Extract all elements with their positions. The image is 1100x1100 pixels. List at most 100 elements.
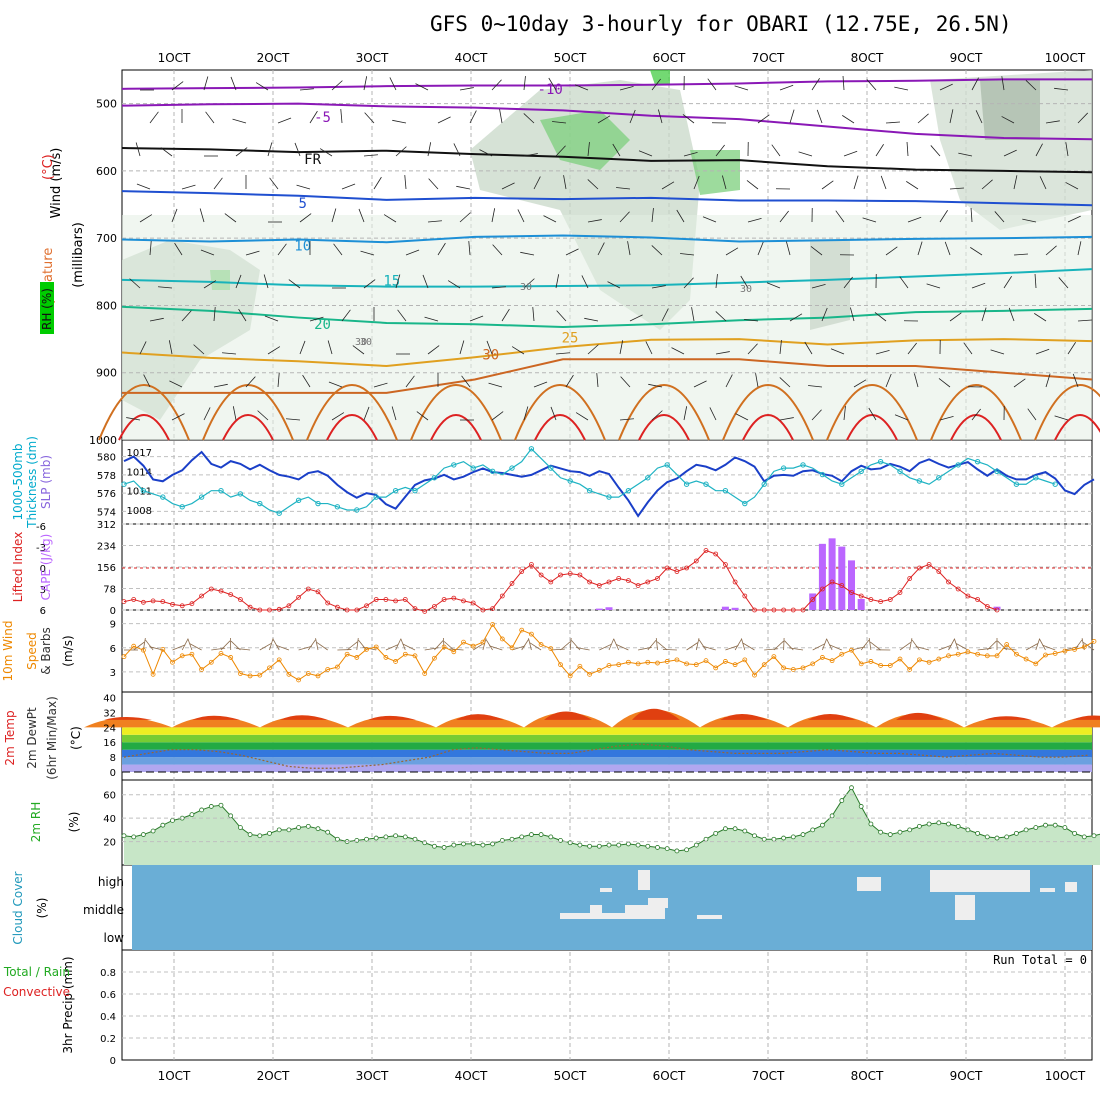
wind-barb-10m [434, 640, 444, 651]
temperature-dome-fill [876, 713, 964, 728]
slp-point [606, 494, 612, 500]
lifted-point [402, 597, 408, 602]
precip-tick-label: 0 [110, 1056, 116, 1067]
wind-barb [1077, 319, 1092, 322]
rh-point [325, 829, 331, 835]
rh-shading [540, 110, 630, 170]
slp-point [1052, 481, 1058, 487]
wind-barb [693, 380, 707, 388]
wind-barb [971, 408, 981, 421]
rh-point [577, 842, 583, 848]
wind-point [1062, 648, 1068, 654]
rh-point [907, 827, 913, 833]
lifted-point [150, 598, 156, 604]
wind-barb [422, 274, 429, 289]
rh-point [761, 836, 767, 842]
wind-barb [970, 247, 983, 256]
slp-point [664, 462, 670, 468]
rh-point [1014, 830, 1019, 836]
wind-barb [491, 79, 502, 91]
wind-barb [299, 340, 306, 355]
wind-barb-10m [189, 643, 202, 651]
wind-barb [267, 142, 273, 157]
wind-barb-10m [172, 644, 186, 651]
wind-barb [906, 181, 919, 190]
wind-barb [126, 417, 141, 421]
wind-barb-10m [187, 638, 193, 651]
lifted-point [529, 562, 534, 567]
wind-barb [389, 77, 397, 91]
cape-axis-label: CAPE (J/kg) [39, 534, 53, 601]
wind-barb [811, 283, 826, 289]
rh-point [480, 842, 486, 848]
cape-tick-label: 156 [97, 563, 116, 574]
wind-point [606, 663, 612, 668]
wind-barb-10m [1042, 644, 1056, 651]
wind-barb [352, 345, 365, 355]
rh-point [655, 845, 660, 850]
wind-barb [501, 182, 515, 190]
wind-barb [286, 418, 301, 421]
wind-barb [849, 307, 855, 322]
wind-barb [785, 241, 791, 256]
wind-barb-10m [482, 638, 487, 651]
slp-point [276, 510, 282, 516]
wind-barb [1039, 176, 1047, 190]
cloud-cell [600, 888, 612, 892]
wind-barb [721, 175, 727, 190]
wind-barb-10m [1035, 638, 1041, 651]
wind-barb [373, 176, 382, 190]
precip-tick-label: 0.2 [100, 1034, 116, 1045]
wind-barb [143, 374, 151, 388]
lifted-point [887, 597, 893, 602]
date-tick-bottom: 10OCT [1045, 1069, 1086, 1083]
rh-point [946, 821, 951, 827]
lifted-point [373, 597, 379, 602]
lifted-point [499, 593, 505, 599]
wind-point [887, 663, 893, 668]
lifted-point [994, 607, 1000, 613]
isotherm-FR [121, 147, 1093, 174]
wind-barb [552, 121, 567, 124]
wind-point [412, 653, 418, 659]
wind-barb [638, 150, 653, 157]
wind-barb [648, 383, 663, 388]
slp-point [509, 465, 515, 471]
wind-barb-10m [698, 639, 707, 651]
wind-barb [619, 85, 634, 91]
wind-barb [333, 243, 343, 256]
wind-barb [331, 412, 345, 421]
cape-tick-label: 78 [103, 585, 116, 596]
wind-barb [486, 340, 493, 355]
wind-barb [205, 111, 215, 124]
wind-barb [651, 410, 663, 421]
temperature-dome-inner [1054, 414, 1100, 441]
wind-barb-10m [686, 642, 698, 651]
wind-barb-10m [915, 646, 930, 651]
rh-point [140, 832, 146, 837]
cape-tick-label: 234 [97, 542, 116, 553]
pressure-tick-label: 1000 [89, 434, 117, 447]
wind10-axis-label-2: Speed [25, 632, 39, 670]
lifted-tick-label: -3 [36, 543, 46, 554]
wind-barb [691, 307, 695, 322]
lifted-point [723, 562, 728, 567]
slp-axis-label: SLP (mb) [39, 455, 53, 509]
wind-point [393, 659, 399, 664]
lifted-index-line [123, 549, 998, 612]
wind-barb [213, 177, 223, 190]
slp-point [625, 487, 632, 494]
wind-barb [405, 375, 415, 388]
wind-barb [619, 418, 634, 421]
temperature-dome-fill-inner [368, 715, 416, 720]
wind-barb [456, 185, 471, 190]
wind-barb [424, 316, 439, 322]
wind-barb-10m [402, 643, 416, 651]
rh-point [490, 841, 496, 847]
wind-barb [917, 113, 929, 124]
wind-barb [1034, 274, 1037, 289]
temperature-dome-fill [700, 714, 788, 728]
isotherm-30 [122, 358, 1093, 394]
wind-barb-10m [899, 641, 911, 651]
date-tick-bottom: 7OCT [752, 1069, 785, 1083]
